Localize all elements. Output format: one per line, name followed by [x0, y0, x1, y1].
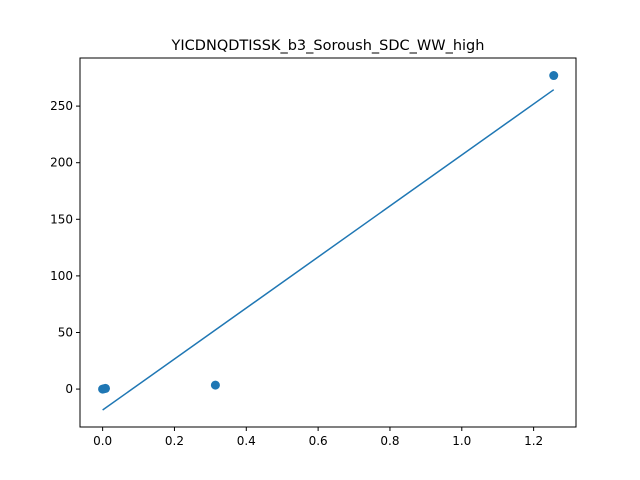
- x-axis: 0.0 0.2 0.4 0.6 0.8 1.0 1.2: [93, 427, 543, 448]
- fit-line: [102, 89, 555, 411]
- scatter-point: [210, 380, 220, 390]
- axes-frame: [79, 57, 577, 428]
- scatter-point: [101, 383, 111, 393]
- plot-area: [98, 71, 559, 411]
- y-tick-label: 200: [50, 156, 73, 170]
- x-tick-label: 0.8: [380, 434, 399, 448]
- y-tick-label: 250: [50, 99, 73, 113]
- x-tick-label: 0.6: [309, 434, 328, 448]
- x-tick-label: 0.4: [237, 434, 256, 448]
- x-tick-label: 1.0: [452, 434, 471, 448]
- y-tick-label: 50: [58, 325, 73, 339]
- x-tick-label: 0.2: [165, 434, 184, 448]
- y-tick-label: 0: [65, 382, 73, 396]
- y-axis: 0 50 100 150 200 250: [50, 99, 80, 396]
- y-tick-label: 150: [50, 212, 73, 226]
- y-tick-label: 100: [50, 269, 73, 283]
- x-tick-label: 1.2: [524, 434, 543, 448]
- chart-title: YICDNQDTISSK_b3_Soroush_SDC_WW_high: [171, 38, 485, 54]
- x-tick-label: 0.0: [93, 434, 112, 448]
- scatter-point: [549, 71, 559, 81]
